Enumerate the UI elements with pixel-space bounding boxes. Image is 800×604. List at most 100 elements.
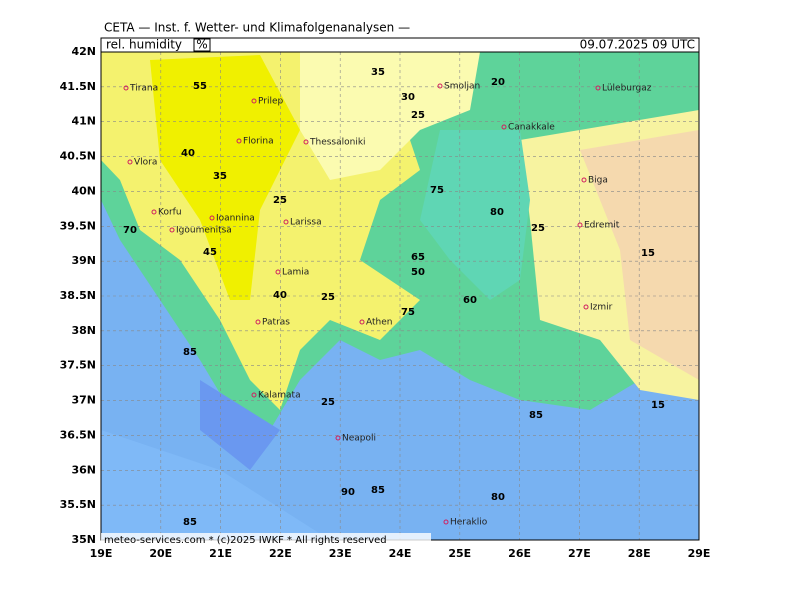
city-marker [583, 304, 589, 310]
city-label: Patras [262, 318, 290, 328]
contour-label: 70 [123, 225, 137, 236]
city-label: Lamia [282, 268, 309, 278]
city-label: Kalamata [258, 391, 301, 401]
lat-label: 37N [71, 394, 96, 407]
lon-label: 28E [628, 547, 651, 560]
contour-label: 75 [430, 185, 444, 196]
city-marker [236, 138, 242, 144]
city-label: Biga [588, 176, 608, 186]
city-label: Prilep [258, 97, 284, 107]
contour-label: 25 [531, 223, 545, 234]
city-label: Tirana [129, 84, 158, 94]
city-label: Smoljan [444, 82, 480, 92]
city-marker [209, 215, 215, 221]
city-marker [303, 139, 309, 145]
city-label: Canakkale [508, 123, 555, 133]
city-label: Ioannina [216, 214, 255, 224]
contour-label: 55 [193, 81, 207, 92]
lat-label: 35.5N [60, 498, 96, 511]
city-marker [335, 435, 341, 441]
city-label: Florina [243, 137, 274, 147]
grid [101, 52, 699, 540]
lon-label: 25E [448, 547, 471, 560]
city-label: Edremit [584, 221, 620, 231]
header-title: CETA — Inst. f. Wetter- und Klimafolgena… [104, 21, 410, 35]
city-marker [169, 227, 175, 233]
lat-label: 39.5N [60, 219, 96, 232]
city-marker [251, 392, 257, 398]
city-marker [501, 124, 507, 130]
city-label: Korfu [158, 208, 182, 218]
lat-label: 40N [71, 184, 96, 197]
city-label: Neapoli [342, 434, 376, 444]
lon-label: 19E [90, 547, 113, 560]
contour-label: 80 [490, 207, 504, 218]
lat-label: 36N [71, 463, 96, 476]
contour-label: 35 [213, 171, 227, 182]
contour-label: 50 [411, 267, 425, 278]
city-marker [443, 519, 449, 525]
contour-label: 80 [491, 492, 505, 503]
contour-label: 35 [371, 67, 385, 78]
city-marker [437, 83, 443, 89]
variable-name: rel. humidity [106, 38, 182, 52]
contour-label: 15 [641, 248, 655, 259]
contour-label: 85 [183, 347, 197, 358]
lon-label: 23E [329, 547, 352, 560]
city-label: Igoumenitsa [176, 226, 232, 236]
unit: % [196, 38, 207, 52]
lon-label: 27E [568, 547, 591, 560]
city-label: Heraklio [450, 518, 488, 528]
lat-label: 38N [71, 324, 96, 337]
lat-label: 38.5N [60, 289, 96, 302]
city-marker [127, 159, 133, 165]
lon-label: 20E [149, 547, 172, 560]
city-marker [123, 85, 129, 91]
contour-label: 20 [491, 77, 505, 88]
lat-label: 39N [71, 254, 96, 267]
footer: meteo-services.com * (c)2025 IWKF * All … [104, 535, 387, 546]
city-marker [581, 177, 587, 183]
city-marker [283, 219, 289, 225]
lon-label: 22E [269, 547, 292, 560]
contour-label: 25 [273, 195, 287, 206]
contour-label: 85 [371, 485, 385, 496]
contour-label: 60 [463, 295, 477, 306]
city-marker [255, 319, 261, 325]
lat-label: 35N [71, 533, 96, 546]
lat-label: 37.5N [60, 359, 96, 372]
city-label: Thessaloniki [309, 138, 366, 148]
city-marker [275, 269, 281, 275]
contour-label: 25 [411, 110, 425, 121]
lon-label: 21E [209, 547, 232, 560]
lat-label: 41.5N [60, 80, 96, 93]
lon-label: 29E [688, 547, 711, 560]
lat-label: 42N [71, 45, 96, 58]
contour-label: 30 [401, 92, 415, 103]
city-marker [595, 85, 601, 91]
contour-label: 65 [411, 252, 425, 263]
contour-label: 85 [183, 517, 197, 528]
city-label: Izmir [590, 303, 613, 313]
lon-label: 26E [508, 547, 531, 560]
footer-bg [101, 533, 431, 545]
contour-label: 90 [341, 487, 355, 498]
contour-label: 15 [651, 400, 665, 411]
contour-label: 25 [321, 397, 335, 408]
lat-label: 41N [71, 115, 96, 128]
contour-label: 85 [529, 410, 543, 421]
city-marker [251, 98, 257, 104]
lat-label: 40.5N [60, 150, 96, 163]
contour-label: 25 [321, 292, 335, 303]
unit-box [193, 38, 211, 52]
contour-label: 45 [203, 247, 217, 258]
city-label: Vlora [134, 158, 157, 168]
city-marker [577, 222, 583, 228]
city-label: Larissa [290, 218, 322, 228]
city-marker [151, 209, 157, 215]
contour-label: 40 [181, 148, 195, 159]
city-label: Athen [366, 318, 392, 328]
lon-label: 24E [389, 547, 412, 560]
contour-label: 75 [401, 307, 415, 318]
